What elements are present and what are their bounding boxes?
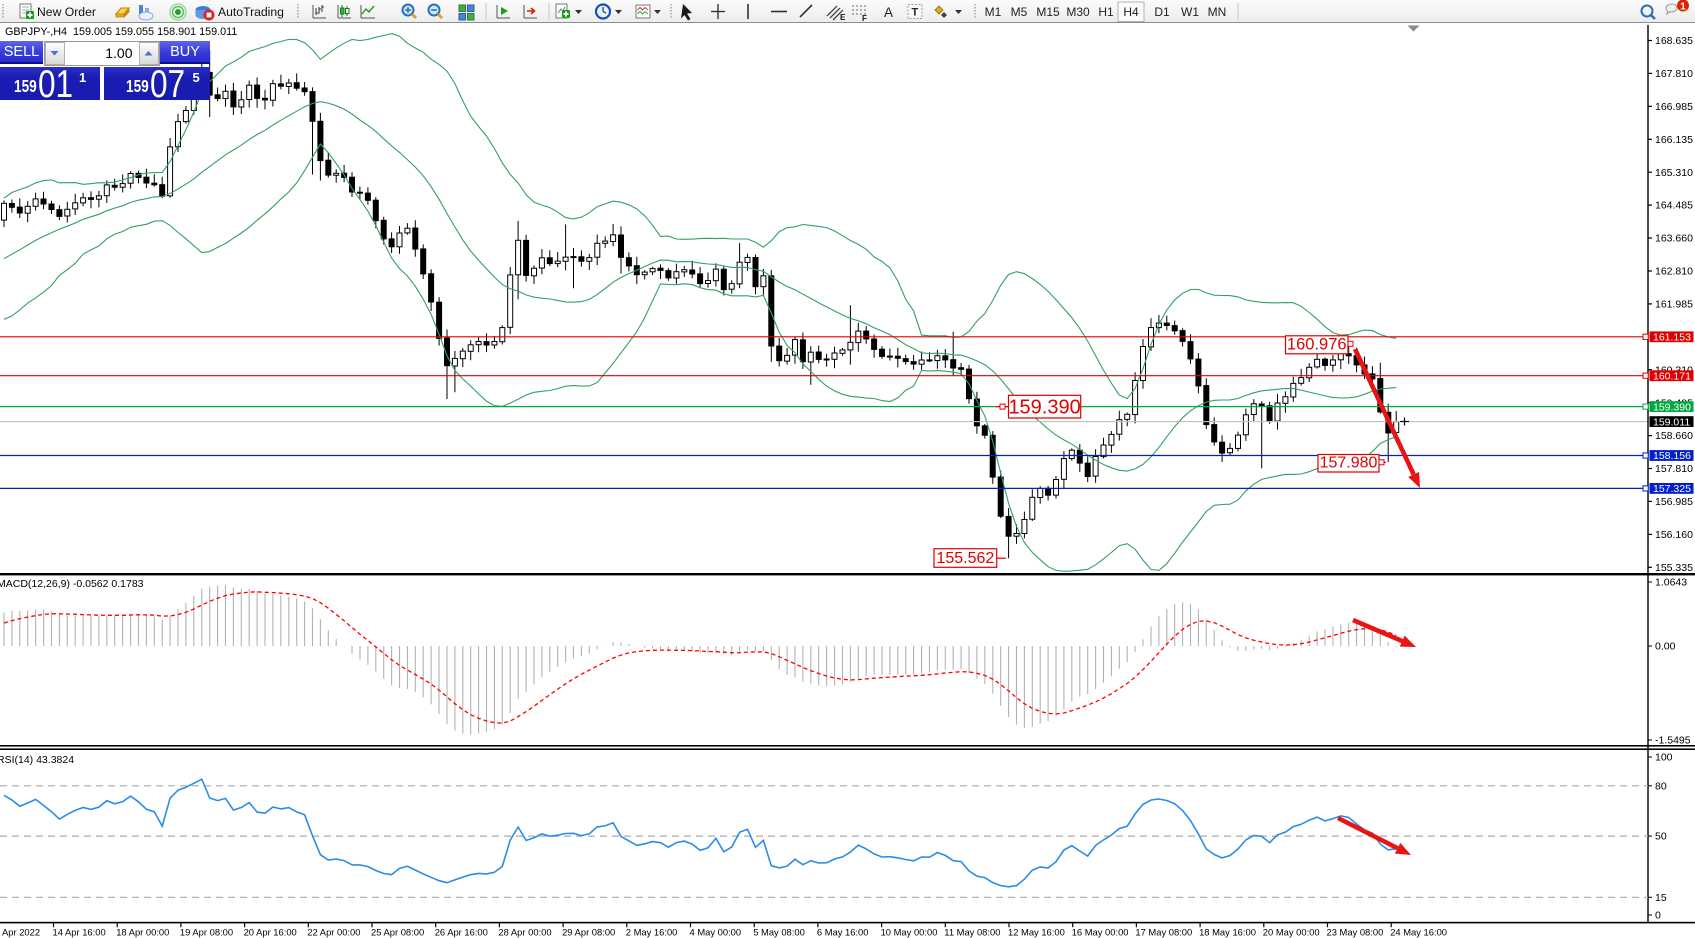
svg-text:25 Apr 08:00: 25 Apr 08:00 — [371, 926, 424, 937]
svg-text:-1.5495: -1.5495 — [1655, 735, 1691, 747]
svg-text:19 Apr 08:00: 19 Apr 08:00 — [180, 926, 233, 937]
svg-text:23 May 08:00: 23 May 08:00 — [1327, 926, 1384, 937]
svg-text:0: 0 — [1655, 910, 1661, 922]
svg-text:12 May 16:00: 12 May 16:00 — [1008, 926, 1065, 937]
svg-text:166.985: 166.985 — [1655, 101, 1693, 113]
svg-text:6 May 16:00: 6 May 16:00 — [817, 926, 869, 937]
svg-text:80: 80 — [1655, 780, 1667, 792]
svg-text:11 May 08:00: 11 May 08:00 — [944, 926, 1000, 937]
svg-text:H4: H4 — [1123, 5, 1139, 19]
svg-text:158.156: 158.156 — [1653, 450, 1691, 462]
svg-text:168.635: 168.635 — [1655, 35, 1693, 47]
svg-text:W1: W1 — [1181, 5, 1199, 19]
svg-text:158.660: 158.660 — [1655, 430, 1693, 442]
svg-text:164.485: 164.485 — [1655, 200, 1693, 212]
svg-text:1: 1 — [1680, 1, 1686, 13]
svg-text:18 Apr 00:00: 18 Apr 00:00 — [116, 926, 169, 937]
svg-text:16 May 00:00: 16 May 00:00 — [1072, 926, 1129, 937]
svg-text:20 Apr 16:00: 20 Apr 16:00 — [244, 926, 297, 937]
svg-text:100: 100 — [1655, 752, 1673, 764]
svg-text:29 Apr 08:00: 29 Apr 08:00 — [562, 926, 615, 937]
svg-text:156.985: 156.985 — [1655, 496, 1693, 508]
svg-text:155.335: 155.335 — [1655, 562, 1693, 574]
svg-text:161.985: 161.985 — [1655, 299, 1693, 311]
svg-text:24 May 16:00: 24 May 16:00 — [1390, 926, 1447, 937]
svg-text:157.325: 157.325 — [1653, 483, 1691, 495]
svg-text:162.810: 162.810 — [1655, 266, 1693, 278]
svg-text:159.390: 159.390 — [1653, 401, 1691, 413]
svg-text:1.0643: 1.0643 — [1655, 577, 1687, 589]
svg-text:22 Apr 00:00: 22 Apr 00:00 — [307, 926, 360, 937]
svg-text:MACD(12,26,9) -0.0562 0.1783: MACD(12,26,9) -0.0562 0.1783 — [0, 578, 144, 590]
svg-text:M5: M5 — [1011, 5, 1028, 19]
svg-text:159.390: 159.390 — [1008, 397, 1080, 419]
svg-text:F: F — [862, 14, 867, 23]
svg-text:T: T — [912, 7, 919, 19]
svg-text:GBPJPY-,H4 159.005 159.055 15: GBPJPY-,H4 159.005 159.055 158.901 159.0… — [5, 26, 237, 38]
svg-text:156.160: 156.160 — [1655, 529, 1693, 541]
svg-text:157.980: 157.980 — [1320, 455, 1378, 472]
svg-text:5 May 08:00: 5 May 08:00 — [753, 926, 805, 937]
svg-text:MN: MN — [1208, 5, 1227, 19]
svg-text:D1: D1 — [1154, 5, 1170, 19]
svg-text:AutoTrading: AutoTrading — [218, 5, 284, 19]
svg-text:159.011: 159.011 — [1653, 416, 1690, 428]
svg-text:165.310: 165.310 — [1655, 167, 1693, 179]
svg-text:28 Apr 00:00: 28 Apr 00:00 — [498, 926, 551, 937]
svg-text:Apr 2022: Apr 2022 — [2, 926, 40, 937]
svg-text:155.562: 155.562 — [936, 550, 994, 567]
svg-text:167.810: 167.810 — [1655, 68, 1693, 80]
svg-text:A: A — [884, 5, 893, 20]
svg-text:166.135: 166.135 — [1655, 134, 1693, 146]
svg-text:50: 50 — [1655, 831, 1667, 843]
svg-text:RSI(14) 43.3824: RSI(14) 43.3824 — [0, 754, 74, 766]
svg-text:14 Apr 16:00: 14 Apr 16:00 — [53, 926, 106, 937]
svg-text:10 May 00:00: 10 May 00:00 — [881, 926, 938, 937]
svg-text:0.00: 0.00 — [1655, 641, 1676, 653]
svg-text:M1: M1 — [985, 5, 1002, 19]
svg-text:15: 15 — [1655, 892, 1667, 904]
svg-text:H1: H1 — [1098, 5, 1114, 19]
svg-text:2 May 16:00: 2 May 16:00 — [626, 926, 678, 937]
svg-text:163.660: 163.660 — [1655, 233, 1693, 245]
svg-text:4 May 00:00: 4 May 00:00 — [690, 926, 742, 937]
svg-text:New Order: New Order — [37, 5, 96, 19]
svg-text:157.810: 157.810 — [1655, 463, 1693, 475]
svg-text:160.976: 160.976 — [1287, 335, 1347, 353]
svg-text:26 Apr 16:00: 26 Apr 16:00 — [435, 926, 488, 937]
svg-text:160.171: 160.171 — [1653, 370, 1691, 382]
svg-text:20 May 00:00: 20 May 00:00 — [1263, 926, 1320, 937]
svg-text:M30: M30 — [1066, 5, 1090, 19]
svg-text:M15: M15 — [1036, 5, 1060, 19]
svg-text:18 May 16:00: 18 May 16:00 — [1199, 926, 1256, 937]
svg-text:E: E — [840, 13, 846, 22]
svg-text:161.153: 161.153 — [1653, 332, 1691, 344]
svg-text:17 May 08:00: 17 May 08:00 — [1135, 926, 1192, 937]
